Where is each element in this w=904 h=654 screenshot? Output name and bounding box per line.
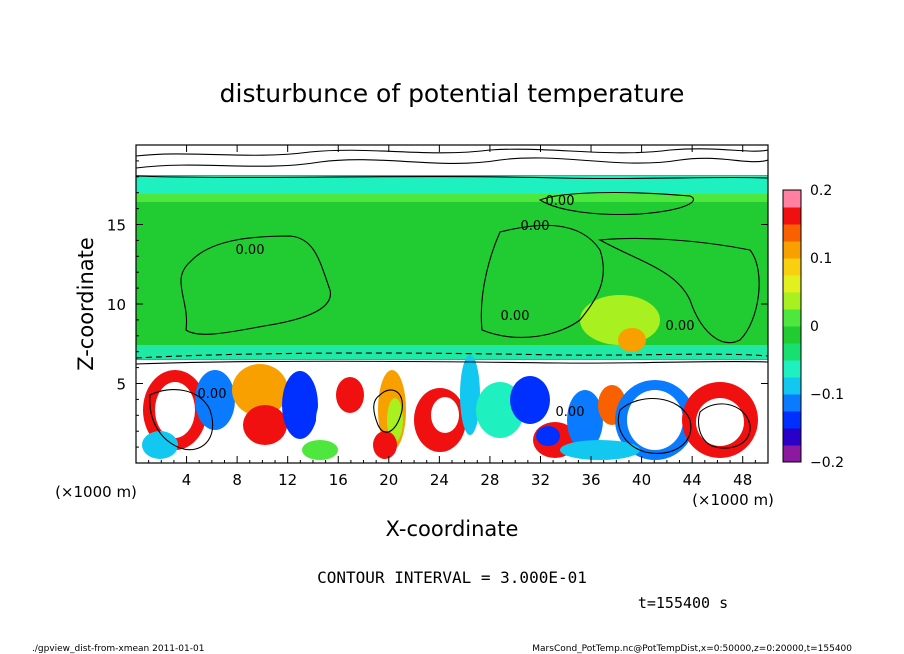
x-tick-label: 12 — [278, 471, 297, 489]
field-cell — [243, 405, 287, 445]
colorbar — [782, 189, 802, 463]
temperature-field: 0.00 0.00 0.00 0.00 0.00 0.00 0.00 — [136, 145, 768, 463]
upper-cool-band — [136, 176, 768, 194]
y-tick-label: 15 — [107, 217, 126, 235]
chart-title: disturbunce of potential temperature — [220, 79, 685, 108]
x-tick-label: 48 — [733, 471, 752, 489]
field-cell — [282, 371, 318, 439]
footer-left: ./gpview_dist-from-xmean 2011-01-01 — [32, 644, 204, 654]
x-tick-label: 44 — [683, 471, 702, 489]
y-axis-ticks: 5 10 15 — [107, 160, 768, 448]
contour-line — [617, 397, 692, 454]
contour-line — [373, 389, 403, 433]
colorbar-segment — [783, 241, 801, 259]
upper-warm-band — [136, 194, 768, 202]
contour-label: 0.00 — [666, 319, 695, 334]
x-tick-label: 28 — [480, 471, 499, 489]
colorbar-tick-label: −0.1 — [810, 387, 844, 403]
contour-line — [149, 389, 214, 451]
colorbar-segment — [783, 445, 801, 463]
contour-label: 0.00 — [198, 387, 227, 402]
x-tick-label: 32 — [531, 471, 550, 489]
x-unit-left: (×1000 m) — [55, 483, 137, 501]
contour-label-group: 0.00 0.00 0.00 0.00 0.00 0.00 0.00 — [198, 194, 695, 420]
y-tick-label: 10 — [107, 296, 126, 314]
colorbar-frame — [782, 189, 802, 463]
contour-line — [480, 224, 604, 338]
colorbar-segment — [783, 207, 801, 225]
field-cell — [510, 376, 550, 424]
contour-line — [136, 157, 768, 169]
contour-line — [598, 237, 760, 344]
contour-line — [136, 175, 768, 180]
time-text: t=155400 s — [638, 594, 728, 612]
convective-cells — [142, 355, 758, 460]
x-axis-ticks: 4 8 12 16 20 24 28 32 36 40 44 48 — [148, 145, 756, 489]
x-tick-label: 16 — [329, 471, 348, 489]
x-tick-label: 8 — [232, 471, 242, 489]
x-tick-label: 36 — [581, 471, 600, 489]
field-cell — [155, 382, 195, 438]
x-tick-label: 20 — [379, 471, 398, 489]
inversion-band — [136, 345, 768, 359]
field-cell — [560, 440, 640, 460]
contour-interval-text: CONTOUR INTERVAL = 3.000E-01 — [317, 568, 587, 587]
field-cell — [627, 390, 683, 450]
colorbar-segment — [783, 224, 801, 242]
warm-core — [618, 328, 646, 352]
colorbar-segment — [783, 343, 801, 361]
contour-line — [697, 403, 751, 449]
colorbar-segment — [783, 258, 801, 276]
colorbar-segment — [783, 190, 801, 208]
contour-label: 0.00 — [236, 243, 265, 258]
colorbar-tick-label: −0.2 — [810, 455, 844, 471]
field-cell — [696, 398, 744, 446]
field-cell — [142, 431, 178, 459]
field-cell — [302, 440, 338, 460]
x-tick-label: 40 — [632, 471, 651, 489]
top-noisy-layer — [136, 145, 768, 175]
colorbar-tick-label: 0 — [810, 319, 819, 335]
footer-right: MarsCond_PotTemp.nc@PotTempDist,x=0:5000… — [532, 644, 852, 654]
field-cell — [195, 370, 235, 430]
field-cell — [336, 377, 364, 413]
contour-line — [136, 352, 768, 359]
contour-line — [136, 148, 768, 157]
contour-label: 0.00 — [501, 309, 530, 324]
colorbar-segment — [783, 394, 801, 412]
field-cell — [536, 426, 560, 446]
colorbar-tick-label: 0.2 — [810, 183, 832, 199]
contour-lines — [136, 148, 768, 454]
contour-line — [136, 360, 768, 365]
colorbar-segment — [783, 292, 801, 310]
contour-line — [538, 191, 695, 216]
colorbar-tick-labels: 0.2 0.1 0 −0.1 −0.2 — [810, 183, 844, 471]
x-tick-label: 4 — [182, 471, 192, 489]
y-tick-label: 5 — [116, 376, 126, 394]
field-cell — [431, 397, 459, 433]
contour-label: 0.00 — [546, 194, 575, 209]
y-axis-label: Z-coordinate — [74, 237, 98, 371]
x-tick-label: 24 — [430, 471, 449, 489]
colorbar-segment — [783, 309, 801, 327]
colorbar-segment — [783, 411, 801, 429]
colorbar-segment — [783, 360, 801, 378]
colorbar-tick-label: 0.1 — [810, 251, 832, 267]
colorbar-segment — [783, 428, 801, 446]
contour-label: 0.00 — [556, 405, 585, 420]
x-unit-right: (×1000 m) — [692, 491, 774, 509]
field-cell — [567, 390, 603, 450]
colorbar-segment — [783, 377, 801, 395]
x-axis-label: X-coordinate — [386, 517, 519, 541]
contour-label: 0.00 — [521, 219, 550, 234]
field-cell — [232, 364, 288, 416]
contour-line — [180, 235, 331, 335]
colorbar-segment — [783, 275, 801, 293]
colorbar-segment — [783, 326, 801, 344]
field-cell — [460, 355, 480, 435]
field-cell — [373, 431, 397, 459]
